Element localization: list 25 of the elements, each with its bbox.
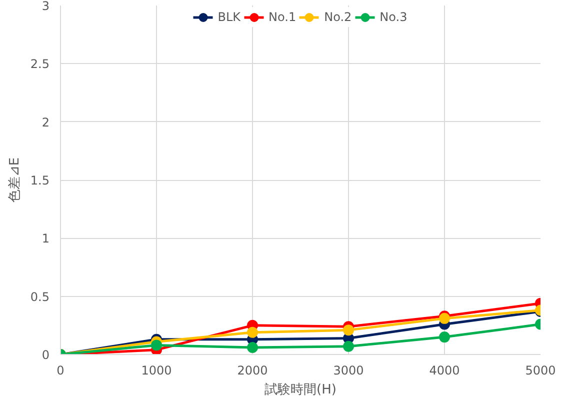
x-tick-label: 0 [56, 364, 64, 378]
y-tick-label: 1.5 [30, 174, 50, 188]
point [151, 340, 162, 351]
legend-label: No.1 [268, 10, 296, 24]
y-axis-title: 色差⊿E [7, 157, 22, 203]
y-tick-label: 2.5 [30, 57, 50, 72]
point [343, 340, 354, 352]
x-tick-label: 2000 [237, 364, 268, 378]
y-tick-label: 2 [42, 115, 50, 130]
y-tick-label: 0 [42, 348, 50, 362]
point [439, 332, 450, 343]
point [247, 342, 258, 354]
point [247, 326, 258, 338]
point [343, 324, 354, 336]
y-tick-label: 0.5 [30, 290, 50, 304]
x-tick-label: 5000 [525, 364, 556, 378]
x-tick-label: 3000 [333, 364, 364, 378]
legend-label: No.2 [324, 10, 352, 24]
x-axis-title: 試験時間(H) [264, 382, 336, 398]
y-tick-label: 3 [42, 0, 50, 13]
legend-label: No.3 [380, 10, 408, 24]
y-tick-label: 1 [42, 232, 50, 246]
x-tick-label: 4000 [429, 364, 460, 378]
x-tick-label: 1000 [141, 364, 172, 378]
legend-label: BLK [218, 10, 241, 24]
